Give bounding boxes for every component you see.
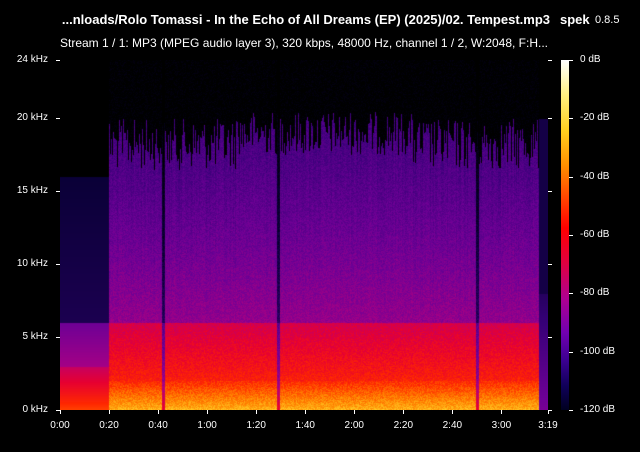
level-tick-mark [569,60,573,61]
time-tick-mark [109,410,111,414]
level-tick-mark [569,351,573,353]
time-tick-label: 3:19 [538,420,558,431]
time-tick-label: 0:40 [148,420,168,431]
time-tick-mark [548,410,549,414]
level-tick-label: -80 dB [580,287,610,299]
level-tick-label: -120 dB [580,404,616,415]
frequency-tick-label: 24 kHz [16,54,48,65]
frequency-tick-mark [548,264,552,266]
time-tick-label: 2:00 [344,420,364,431]
time-tick-mark [501,410,503,414]
frequency-tick-mark [56,118,60,120]
time-tick-label: 0:20 [99,420,119,431]
frequency-tick-mark [56,264,60,266]
level-tick-mark [569,410,573,411]
frequency-tick-mark [56,191,60,193]
frequency-tick-mark [56,60,60,61]
file-title: ...nloads/Rolo Tomassi - In the Echo of … [61,12,550,27]
time-tick-mark [354,410,356,414]
time-tick-mark [60,410,61,414]
level-tick-label: 0 dB [580,54,601,65]
level-tick-label: -40 dB [580,170,610,182]
frequency-tick-label: 20 kHz [16,112,48,124]
time-tick-label: 2:20 [393,420,414,431]
frequency-tick-mark [548,118,552,120]
frequency-tick-label: 5 kHz [22,331,48,343]
time-tick-label: 1:00 [197,420,217,431]
spectrogram-view[interactable] [60,60,548,410]
time-tick-label: 1:20 [246,420,266,431]
frequency-tick-label: 15 kHz [16,185,48,197]
level-tick-label: -60 dB [580,229,610,240]
time-tick-label: 3:00 [491,420,512,431]
level-tick-mark [569,235,573,236]
level-tick-mark [569,176,573,178]
level-colorbar [561,60,569,410]
time-tick-mark [158,410,160,414]
time-tick-mark [403,410,405,414]
frequency-tick-mark [548,337,552,339]
frequency-tick-label: 0 kHz [22,404,48,415]
spectrogram-canvas [60,60,548,410]
stream-info: Stream 1 / 1: MP3 (MPEG audio layer 3), … [60,36,549,50]
level-tick-mark [569,118,573,120]
frequency-tick-label: 10 kHz [16,258,48,270]
time-tick-mark [305,410,307,414]
level-tick-mark [569,293,573,295]
frequency-tick-mark [56,337,60,339]
level-tick-label: -100 dB [580,345,616,357]
time-tick-label: 1:40 [295,420,315,431]
frequency-tick-mark [548,60,552,61]
app-version: 0.8.5 [595,14,620,26]
frequency-tick-mark [548,191,552,193]
time-tick-mark [207,410,209,414]
time-tick-mark [452,410,454,414]
time-tick-label: 0:00 [50,420,70,431]
time-tick-label: 2:40 [442,420,463,431]
time-tick-mark [256,410,258,414]
frequency-tick-mark [548,410,552,411]
frequency-tick-mark [56,410,60,411]
app-name: spek [560,12,590,27]
level-tick-label: -20 dB [580,112,610,124]
